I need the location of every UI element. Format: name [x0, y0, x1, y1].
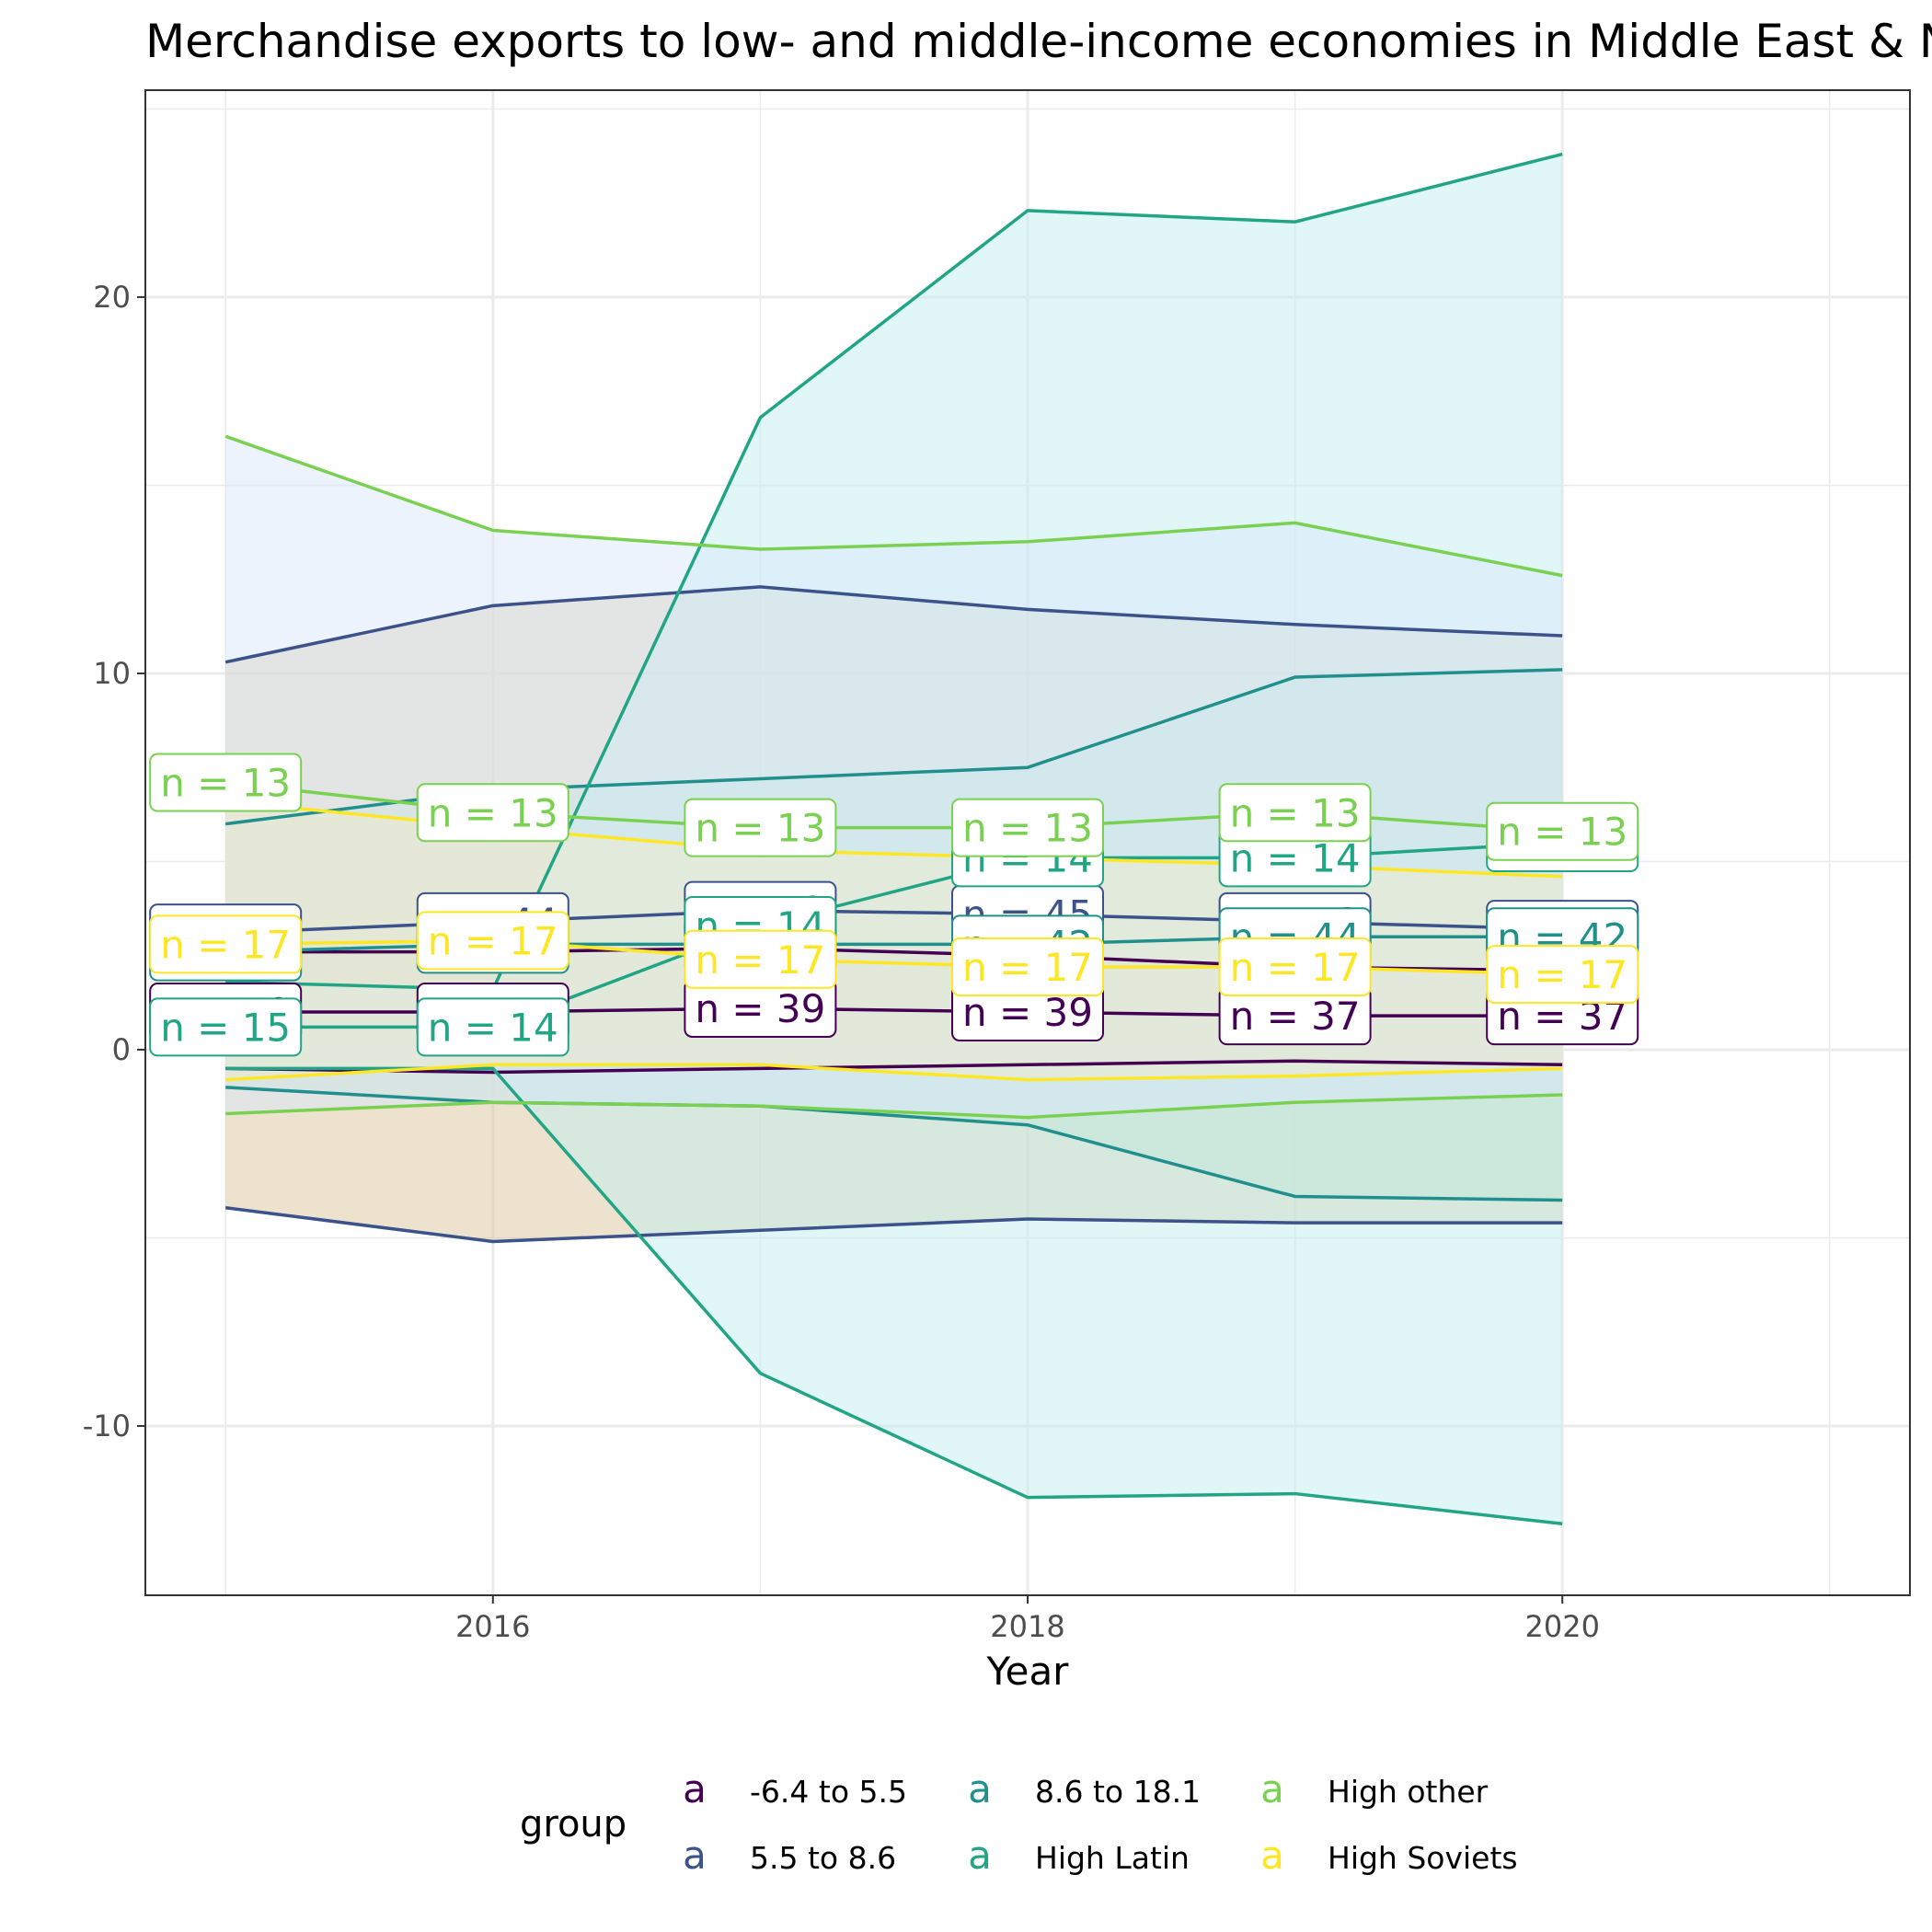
count-label-text: n = 13 — [160, 761, 291, 806]
y-tick-label: 10 — [93, 656, 131, 691]
count-label-box — [1486, 801, 1639, 861]
count-label-box — [684, 929, 837, 989]
count-label: n = 17 — [951, 937, 1104, 996]
count-label: n = 39 — [951, 983, 1104, 1042]
count-label: n = 39 — [684, 978, 837, 1038]
x-tick-label: 2018 — [990, 1609, 1064, 1644]
y-tick-label: 0 — [112, 1032, 131, 1067]
lower-line-High Soviets — [225, 1063, 1563, 1082]
count-label: n = 17 — [684, 929, 837, 989]
legend-entry-label: High other — [1328, 1774, 1489, 1810]
count-label-text: n = 17 — [1230, 945, 1361, 990]
count-label-text: n = 13 — [962, 806, 1093, 851]
x-tick-label: 2020 — [1524, 1609, 1599, 1644]
count-label: n = 15 — [149, 997, 303, 1057]
y-tick-label: 20 — [93, 280, 131, 315]
count-label-text: n = 13 — [695, 806, 825, 851]
legend-key-glyph: a — [1260, 1766, 1284, 1811]
legend-key-glyph: a — [968, 1766, 992, 1811]
chart-title: Merchandise exports to low- and middle-i… — [145, 15, 1932, 68]
count-label: n = 13 — [416, 783, 569, 843]
y-tick-label: -10 — [83, 1409, 131, 1443]
upper-line-5.5 to 8.6 — [224, 585, 1563, 664]
count-label-box — [1218, 937, 1372, 996]
count-label: n = 13 — [149, 753, 303, 812]
legend-entry-label: High Latin — [1035, 1840, 1190, 1876]
legend-key-glyph: a — [683, 1766, 707, 1811]
count-label: n = 13 — [684, 798, 837, 857]
count-label-text: n = 15 — [160, 1005, 291, 1050]
legend-key-glyph: a — [1260, 1833, 1284, 1878]
count-label-box — [149, 914, 303, 974]
x-axis-title: Year — [986, 1649, 1070, 1694]
count-label-box — [416, 997, 569, 1057]
count-label-box — [684, 798, 837, 857]
count-label: n = 13 — [1218, 783, 1372, 843]
count-label: n = 13 — [1486, 801, 1639, 861]
count-label-text: n = 13 — [1497, 810, 1627, 855]
count-label-text: n = 17 — [1497, 952, 1627, 997]
lower-line-5.5 to 8.6 — [224, 1205, 1563, 1244]
count-label-text: n = 17 — [695, 937, 825, 983]
legend-entry-label: 5.5 to 8.6 — [750, 1840, 896, 1876]
count-label-box — [149, 997, 303, 1057]
count-label-box — [1218, 783, 1372, 843]
count-label: n = 17 — [1486, 945, 1639, 1005]
count-label-box — [1486, 945, 1639, 1005]
count-label-text: n = 14 — [1230, 835, 1361, 880]
count-label: n = 17 — [416, 911, 569, 971]
legend: group a -6.4 to 5.5 a 5.5 to 8.6 a 8.6 to 18.… — [520, 1766, 1518, 1878]
count-label-text: n = 17 — [160, 922, 291, 967]
axes: 2016 2018 2020 -10 0 10 20 — [83, 280, 1600, 1644]
legend-key-glyph: a — [683, 1833, 707, 1878]
count-label-text: n = 39 — [962, 990, 1093, 1035]
count-label-text: n = 17 — [428, 918, 558, 963]
count-label-box — [416, 911, 569, 971]
legend-entry-label: High Soviets — [1328, 1840, 1518, 1876]
count-label-text: n = 17 — [962, 945, 1093, 990]
lower-line-8.6 to 18.1 — [225, 1086, 1563, 1202]
count-label-box — [951, 937, 1104, 996]
count-label-box — [951, 798, 1104, 857]
legend-key-glyph: a — [968, 1833, 992, 1878]
count-label-box — [149, 753, 303, 812]
upper-line-High other — [224, 434, 1563, 578]
count-label: n = 37 — [1218, 986, 1372, 1046]
count-label-text: n = 13 — [1230, 790, 1361, 835]
legend-entry-label: 8.6 to 18.1 — [1035, 1774, 1201, 1810]
count-label-text: n = 14 — [428, 1005, 558, 1050]
x-tick-label: 2016 — [455, 1609, 530, 1644]
legend-title: group — [520, 1803, 627, 1846]
count-label-layer: n = 40n = 41n = 39n = 39n = 37n = 37n = … — [149, 753, 1639, 1057]
count-label: n = 13 — [951, 798, 1104, 857]
count-label-text: n = 39 — [695, 986, 825, 1031]
count-label: n = 17 — [1218, 937, 1372, 996]
count-label: n = 14 — [1218, 828, 1372, 888]
lower-line--6.4 to 5.5 — [225, 1059, 1563, 1075]
count-label-box — [416, 783, 569, 843]
count-label-text: n = 37 — [1230, 994, 1361, 1039]
legend-entry-label: -6.4 to 5.5 — [750, 1774, 907, 1810]
count-label: n = 14 — [416, 997, 569, 1057]
lower-line-High other — [225, 1093, 1563, 1120]
count-label: n = 17 — [149, 914, 303, 974]
count-label-text: n = 13 — [428, 790, 558, 835]
